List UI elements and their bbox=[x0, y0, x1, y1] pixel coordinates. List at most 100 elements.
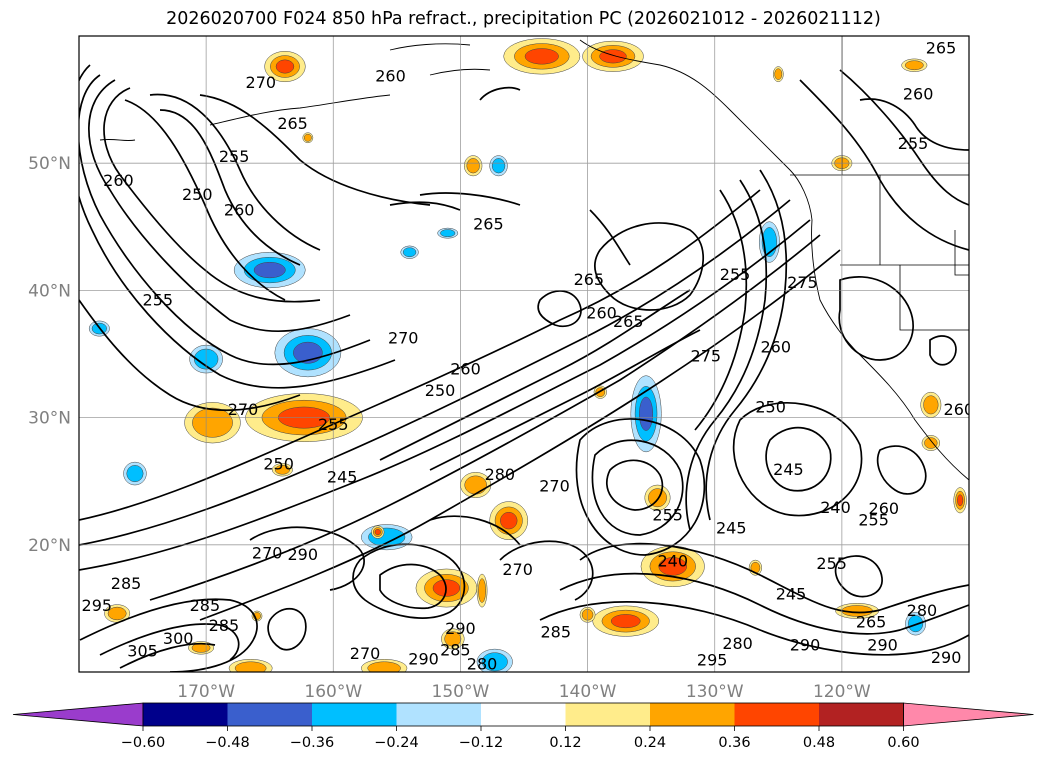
longitude-label: 160°W bbox=[304, 682, 362, 702]
contour-label: 245 bbox=[716, 518, 747, 537]
precip-blob bbox=[400, 245, 419, 259]
precip-blob bbox=[921, 435, 941, 451]
contour-label: 280 bbox=[485, 465, 516, 484]
contour-label: 255 bbox=[219, 147, 250, 166]
precip-blob bbox=[905, 611, 927, 636]
contour-label: 260 bbox=[760, 338, 791, 357]
contour-label: 265 bbox=[277, 114, 308, 133]
contour-label: 240 bbox=[657, 551, 688, 570]
precip-blob bbox=[582, 40, 644, 72]
precip-blob bbox=[489, 155, 508, 177]
longitude-label: 140°W bbox=[559, 682, 617, 702]
colorbar-tick-label: 0.24 bbox=[634, 735, 666, 751]
precip-blob bbox=[302, 132, 314, 144]
colorbar-segment bbox=[650, 703, 735, 726]
colorbar-tick-label: −0.48 bbox=[205, 735, 249, 751]
contour-label: 245 bbox=[773, 460, 804, 479]
precip-blob bbox=[920, 391, 942, 418]
contour-label: 270 bbox=[252, 544, 283, 563]
contour-label: 255 bbox=[143, 291, 174, 310]
contour-label: 255 bbox=[858, 511, 889, 530]
longitude-label: 150°W bbox=[432, 682, 490, 702]
latitude-label: 40°N bbox=[28, 281, 71, 301]
contour-label: 270 bbox=[246, 73, 277, 92]
contour-label: 255 bbox=[652, 506, 683, 525]
latitude-label: 20°N bbox=[28, 536, 71, 556]
coastline bbox=[99, 39, 969, 481]
contour-label: 280 bbox=[467, 654, 498, 673]
precip-blob bbox=[953, 487, 967, 514]
precip-blob bbox=[592, 605, 660, 637]
precip-blob bbox=[758, 221, 780, 263]
contour-label: 260 bbox=[375, 67, 406, 86]
precip-blob bbox=[371, 525, 385, 539]
contour-label: 260 bbox=[103, 171, 134, 190]
latitude-label: 30°N bbox=[28, 409, 71, 429]
colorbar-segment bbox=[819, 703, 904, 726]
latitude-labels: 50°N 40°N 30°N 20°N bbox=[28, 154, 71, 556]
contour-label: 240 bbox=[820, 498, 851, 517]
precip-blob bbox=[441, 628, 465, 650]
precip-blob bbox=[630, 375, 662, 453]
colorbar-segment bbox=[227, 703, 312, 726]
contour-label: 255 bbox=[318, 415, 349, 434]
contour-label: 290 bbox=[867, 635, 898, 654]
contour-label: 255 bbox=[816, 554, 847, 573]
contour-label: 245 bbox=[327, 467, 358, 486]
contour-label: 255 bbox=[898, 134, 929, 153]
precip-blob bbox=[476, 648, 513, 672]
colorbar-tick-label: −0.12 bbox=[459, 735, 503, 751]
longitude-label: 130°W bbox=[686, 682, 744, 702]
longitude-labels: 170°W 160°W 150°W 140°W 130°W 120°W bbox=[177, 682, 871, 702]
contour-label: 270 bbox=[228, 400, 259, 419]
precip-blob bbox=[463, 155, 483, 177]
contour-label: 260 bbox=[450, 359, 481, 378]
contour-label: 270 bbox=[350, 644, 381, 663]
contour-label: 270 bbox=[388, 329, 419, 348]
colorbar-extend-low bbox=[12, 702, 144, 727]
contour-label: 250 bbox=[263, 455, 294, 474]
precip-blob bbox=[772, 66, 784, 83]
colorbar-frame bbox=[142, 702, 904, 727]
precip-blob bbox=[123, 461, 147, 486]
contour-label: 290 bbox=[931, 648, 962, 667]
precip-blob bbox=[361, 659, 408, 672]
colorbar-tick-label: 0.60 bbox=[887, 735, 919, 751]
contour-label: 260 bbox=[903, 85, 934, 104]
contour-label: 265 bbox=[574, 270, 605, 289]
latitude-label: 50°N bbox=[28, 154, 71, 174]
contour-label: 250 bbox=[182, 185, 213, 204]
precip-blob bbox=[184, 402, 241, 444]
precip-blob bbox=[901, 58, 928, 72]
contour-label: 260 bbox=[224, 200, 255, 219]
colorbar-tick-label: −0.24 bbox=[374, 735, 418, 751]
contour-label: 275 bbox=[787, 273, 818, 292]
precip-blob bbox=[272, 463, 293, 477]
graticule bbox=[79, 36, 969, 672]
longitude-label: 120°W bbox=[813, 682, 871, 702]
colorbar-segment bbox=[734, 703, 819, 726]
contour-label: 265 bbox=[926, 39, 957, 58]
precip-blob bbox=[489, 501, 529, 540]
colorbar-tick-label: 0.48 bbox=[803, 735, 835, 751]
plot-frame bbox=[78, 35, 970, 673]
colorbar-tick-label: 0.12 bbox=[549, 735, 581, 751]
colorbar-segment bbox=[143, 703, 228, 726]
precip-blob bbox=[233, 251, 306, 289]
contour-label: 275 bbox=[691, 347, 722, 366]
contour-label: 290 bbox=[790, 635, 821, 654]
contour-label: 260 bbox=[869, 499, 900, 518]
contour-labels: 270 255 265 260 260 250 260 265 255 270 260 250 270 2… bbox=[82, 39, 969, 673]
contour-label: 245 bbox=[776, 584, 807, 603]
contour-label: 270 bbox=[502, 560, 533, 579]
contour-label: 285 bbox=[209, 616, 240, 635]
chart-title: 2026020700 F024 850 hPa refract., precip… bbox=[166, 9, 881, 29]
precip-blob bbox=[228, 659, 273, 672]
contour-label: 290 bbox=[445, 619, 476, 638]
contour-label: 250 bbox=[755, 397, 786, 416]
contour-label: 285 bbox=[440, 640, 471, 659]
precip-blob bbox=[460, 472, 492, 498]
contour-label: 280 bbox=[722, 634, 753, 653]
colorbar: −0.60 −0.48 −0.36 −0.24 −0.12 0.12 0.24 0.36 0.4… bbox=[12, 702, 1034, 751]
